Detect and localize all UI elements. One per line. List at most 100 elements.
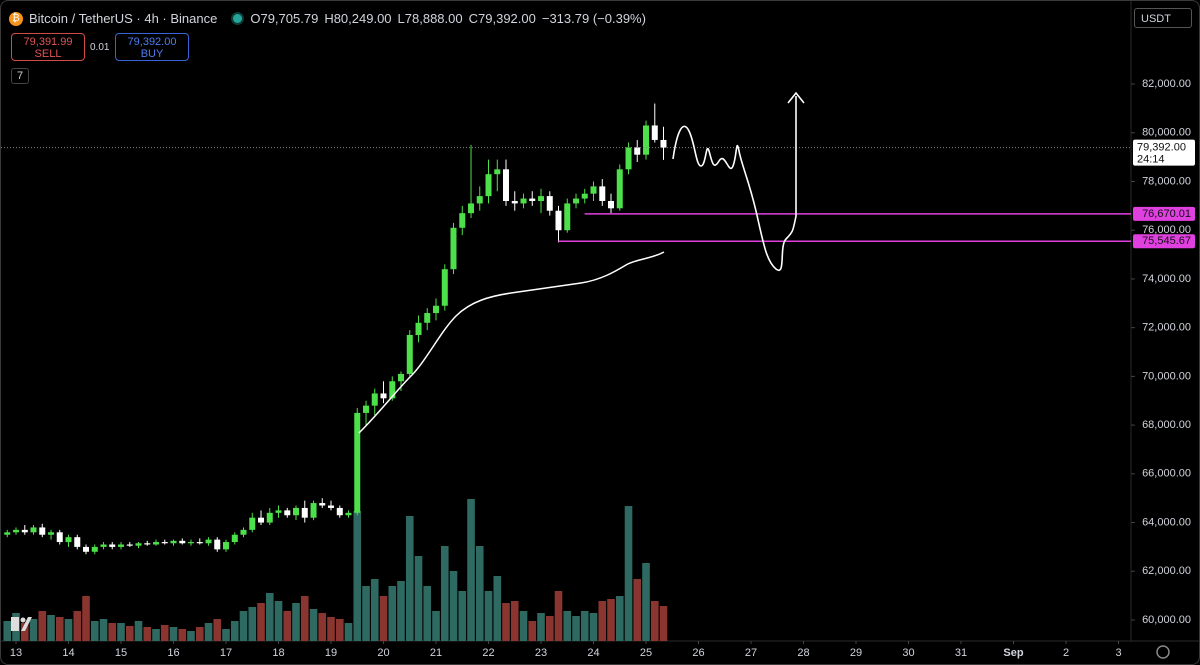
volume-bar [432,611,440,641]
candle-body [249,517,256,530]
candle-body [196,542,203,544]
sell-button[interactable]: 79,391.99 SELL [11,33,85,61]
volume-bar [659,606,668,641]
volume-bar [397,581,405,641]
spread: 0.01 [90,42,110,53]
buy-button[interactable]: 79,392.00 BUY [115,33,189,61]
candle-body [240,529,247,535]
ohlc-high: H80,249.00 [324,11,392,26]
candle-body [599,186,606,201]
level-label-bg [1133,206,1195,221]
candle-body [21,529,28,533]
volume-bar [134,621,143,641]
candle-body [65,537,72,543]
x-tick-label: 31 [955,647,967,659]
candle-body [573,198,580,204]
x-tick-label: 27 [745,647,757,659]
volume-bar [650,601,659,641]
volume-bar [502,603,510,641]
volume-bar [449,571,458,641]
candle-body [468,203,475,214]
x-tick-label: 28 [797,647,809,659]
level-label-bg [1133,234,1195,249]
volume-bar [379,596,388,641]
settings-icon[interactable] [1156,645,1170,659]
candle-body [231,534,238,543]
level-label: 76,670.01 [1142,208,1191,220]
candle-body [266,512,273,523]
candle-body [82,546,89,552]
candle-body [4,532,11,535]
candle-body [345,512,352,516]
x-tick-label: 29 [850,647,862,659]
x-tick-label: 18 [272,647,284,659]
volume-bar [309,609,318,641]
y-tick-label: 70,000.00 [1142,370,1191,382]
volume-bar [519,611,528,641]
candle-body [214,539,221,550]
candle-body [39,527,46,535]
volume-bar [344,623,353,641]
candle-body [397,373,404,382]
y-tick-label: 78,000.00 [1142,175,1191,187]
y-tick-label: 66,000.00 [1142,468,1191,480]
candle-body [441,269,448,306]
candle-body [310,503,317,518]
volume-bar [248,607,257,641]
volume-bar [204,623,213,641]
volume-bar [405,516,414,641]
candle-body [415,322,422,335]
volume-bar [633,579,642,641]
volume-bar [615,596,624,641]
currency-select[interactable]: USDT [1134,8,1192,28]
x-tick-label: Sep [1003,647,1023,659]
candle-body [494,169,501,175]
x-tick-label: 14 [62,647,74,659]
candle-body [56,532,63,543]
volume-bar [3,621,12,641]
volume-bar [458,591,467,641]
candle-body [284,510,291,516]
candle-body [30,527,37,533]
candle-body [144,543,151,545]
candle-body [546,196,553,211]
volume-bar [90,621,99,641]
candle-body [634,147,641,155]
volume-bar [143,627,152,641]
tv-logo [11,617,32,631]
x-tick-label: 19 [325,647,337,659]
y-tick-label: 62,000.00 [1142,565,1191,577]
candle-body [275,510,282,513]
x-tick-label: 23 [535,647,547,659]
volume-bar [624,506,633,641]
volume-bar [82,596,90,641]
ohlc-open: O79,705.79 [250,11,319,26]
candle-body [319,503,326,506]
market-status [231,12,245,25]
candle-body [371,393,378,406]
candle-body [529,198,536,201]
volume-bar [213,619,222,641]
candle-body [660,139,667,148]
volume-bar [29,619,38,641]
volume-bar [222,629,230,641]
volume-bar [152,629,160,641]
volume-bar [537,613,545,641]
candle-body [258,517,265,523]
volume-bar [300,596,309,641]
y-tick-label: 64,000.00 [1142,516,1191,528]
candle-body [616,169,623,209]
candle-body [126,544,133,546]
volume-bar [589,613,598,641]
volume-bar [239,611,248,641]
x-tick-label: 3 [1115,647,1121,659]
volume-bar [178,629,187,641]
candle-body [301,507,308,518]
ohlc-low: L78,888.00 [397,11,463,26]
volume-bar [73,611,82,641]
x-tick-label: 21 [430,647,442,659]
candle-body [363,405,370,413]
candle-body [406,334,413,374]
indicator-badge[interactable]: 7 [11,68,30,84]
volume-bar [545,616,554,641]
